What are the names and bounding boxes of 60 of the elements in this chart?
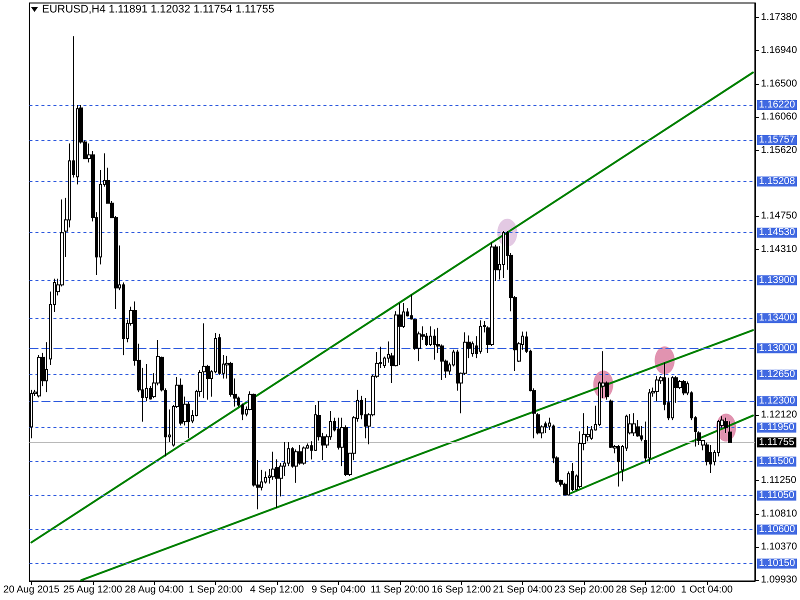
candlestick <box>479 320 482 354</box>
y-tick-label: 1.11250 <box>760 475 797 486</box>
y-tick-label: 1.16940 <box>760 45 798 56</box>
y-tick-label: 1.16060 <box>760 112 798 123</box>
candlestick <box>37 354 41 398</box>
x-tick-label: 4 Sep 12:00 <box>250 584 304 596</box>
x-tick-label: 20 Aug 2015 <box>3 584 60 596</box>
candlestick <box>682 380 686 396</box>
candlestick <box>433 328 436 360</box>
ref-line-label: 1.10150 <box>758 558 796 570</box>
x-tick-label: 16 Sep 12:00 <box>431 584 492 596</box>
y-tick-label: 1.14310 <box>760 244 798 255</box>
candlestick <box>709 444 712 474</box>
ref-line-label: 1.16220 <box>758 100 796 110</box>
candlestick <box>655 376 659 402</box>
ref-line-label: 1.11050 <box>758 490 795 502</box>
candlestick <box>179 378 183 426</box>
y-tick-label: 1.16500 <box>760 78 798 90</box>
x-tick-label: 11 Sep 20:00 <box>370 584 430 596</box>
y-tick-label: 1.10370 <box>760 542 798 552</box>
candlestick <box>218 333 221 376</box>
y-tick-label: 1.14750 <box>760 210 798 222</box>
chart-title: EURUSD,H4 1.11891 1.12032 1.11754 1.11755 <box>42 4 274 16</box>
ref-line-label: 1.13400 <box>758 312 796 324</box>
ref-line-label: 1.14530 <box>758 227 796 238</box>
ref-line-label: 1.15208 <box>758 176 796 187</box>
candlestick <box>571 462 574 492</box>
ref-line-label: 1.11755 <box>758 436 795 448</box>
candlestick <box>294 449 298 484</box>
ref-line-label: 1.13000 <box>758 342 796 354</box>
ref-line-label: 1.12300 <box>758 396 796 407</box>
x-tick-label: 1 Sep 20:00 <box>188 584 243 596</box>
candlestick <box>728 420 732 443</box>
candlestick <box>302 446 306 466</box>
y-tick-label: 1.09930 <box>760 574 798 586</box>
candlestick <box>632 412 636 436</box>
candlestick <box>648 388 651 464</box>
ref-line-label: 1.12650 <box>758 369 796 380</box>
ref-line-label: 1.11500 <box>758 456 795 468</box>
y-tick-label: 1.17380 <box>760 12 798 23</box>
y-tick-label: 1.15620 <box>760 144 798 156</box>
x-tick-label: 21 Sep 04:00 <box>492 584 553 596</box>
y-tick-label: 1.10810 <box>760 508 798 520</box>
candlestick <box>671 376 674 421</box>
ref-line-label: 1.15757 <box>758 134 796 146</box>
x-tick-label: 9 Sep 04:00 <box>311 584 366 596</box>
ref-line-label: 1.13900 <box>758 274 796 286</box>
x-tick-label: 1 Oct 04:00 <box>681 584 734 596</box>
candlestick <box>202 322 206 399</box>
candlestick <box>398 302 402 366</box>
x-tick-label: 25 Aug 12:00 <box>63 584 123 596</box>
candlestick <box>617 444 620 488</box>
candlestick <box>502 230 505 279</box>
x-tick-label: 28 Aug 04:00 <box>124 584 184 596</box>
x-tick-label: 23 Sep 20:00 <box>554 584 614 596</box>
y-tick-label: 1.12120 <box>760 409 798 420</box>
ref-line-label: 1.10600 <box>758 524 796 536</box>
x-tick-label: 28 Sep 12:00 <box>616 584 676 596</box>
candlestick <box>45 342 48 393</box>
ref-line-label: 1.11950 <box>758 422 795 434</box>
